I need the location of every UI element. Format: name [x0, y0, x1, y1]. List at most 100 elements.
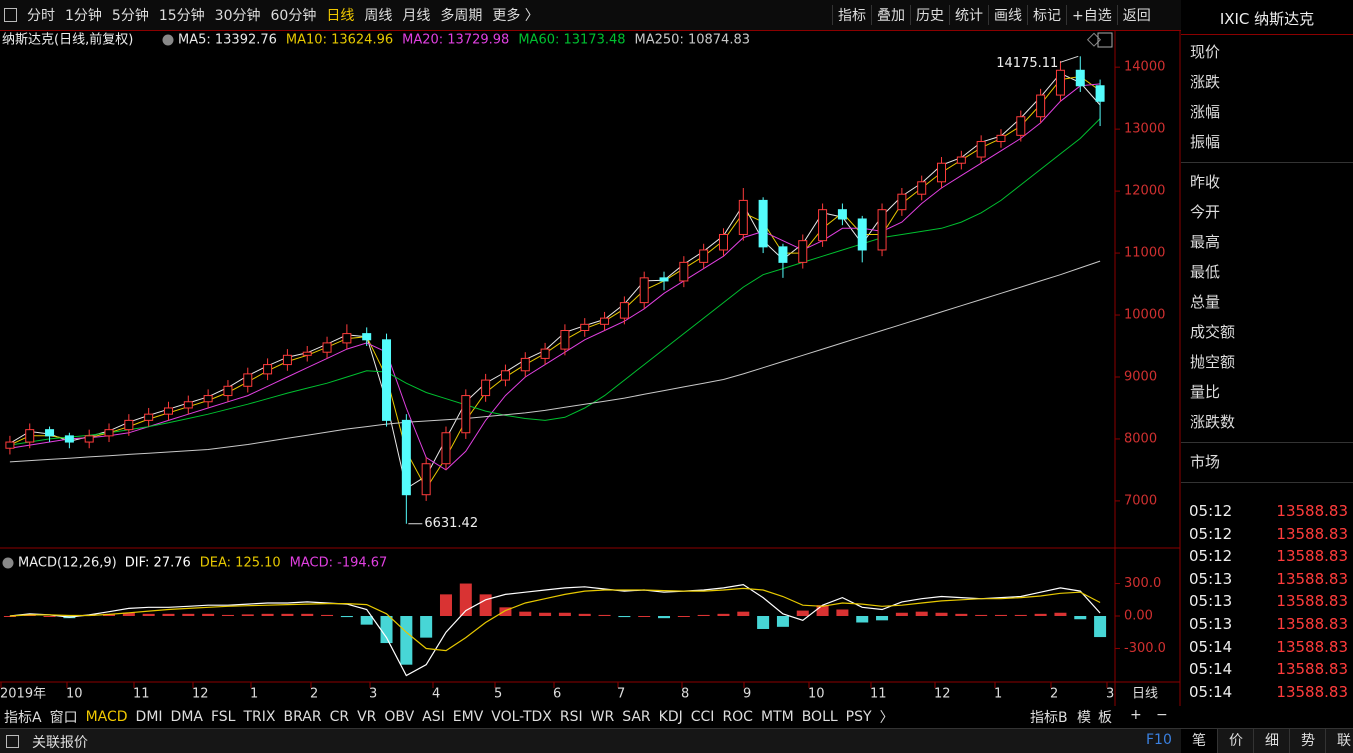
period-tab[interactable]: 分时	[27, 8, 55, 24]
ma-line	[9, 83, 1101, 471]
indicator-tab[interactable]: WR	[590, 709, 615, 725]
candle-body	[659, 277, 669, 282]
indicator-button[interactable]: 板	[1098, 710, 1112, 726]
icon[interactable]	[6, 735, 19, 748]
side-panel: IXIC 纳斯达克 现价 涨跌 涨幅 振幅 昨收 今开 最高 最低 总量 成交额 抛空额 量比 涨跌数 市场…	[1181, 0, 1353, 728]
macd-bar	[321, 614, 334, 616]
indicator-tab[interactable]: RSI	[559, 709, 583, 725]
period-tab[interactable]: 30分钟	[214, 8, 261, 24]
status-bar: 关联报价 F10 笔价细势联	[0, 728, 1353, 753]
indicator-tab[interactable]: OBV	[384, 709, 415, 725]
macd-bar	[955, 613, 968, 616]
indicator-button[interactable]: 模	[1077, 710, 1091, 726]
period-tab[interactable]: 1分钟	[65, 8, 102, 24]
x-tick-label: 9	[743, 687, 751, 702]
toolbar-button[interactable]: 叠加	[871, 5, 910, 25]
x-tick-label: 1	[994, 687, 1002, 702]
icon[interactable]	[4, 8, 17, 22]
macd-bar	[618, 616, 631, 618]
candle-body	[818, 209, 828, 242]
indicator-tab[interactable]: BRAR	[283, 709, 322, 725]
indicator-tab[interactable]: 〉	[879, 710, 894, 726]
candle-body	[917, 181, 927, 195]
candle-body	[322, 342, 332, 353]
x-tick-label: 8	[681, 687, 689, 702]
candle-body	[282, 354, 292, 366]
candle-body	[619, 302, 629, 319]
indicator-button[interactable]: −	[1156, 707, 1168, 723]
indicator-tab[interactable]: VR	[357, 709, 377, 725]
indicator-tab[interactable]: 指标A	[4, 710, 42, 726]
icon[interactable]	[162, 34, 174, 46]
toolbar-button[interactable]: 返回	[1116, 5, 1156, 25]
indicator-tab[interactable]: BOLL	[801, 709, 838, 725]
side-tab[interactable]: 笔	[1181, 729, 1217, 753]
candle-body	[976, 141, 986, 158]
indicator-tab[interactable]: FSL	[210, 709, 236, 725]
indicator-tab[interactable]: SAR	[622, 709, 651, 725]
side-tab[interactable]: 价	[1217, 729, 1254, 753]
period-tab[interactable]: 多周期	[440, 8, 483, 24]
candle-body	[718, 233, 728, 251]
indicator-tab[interactable]: EMV	[452, 709, 484, 725]
candle-body	[738, 199, 748, 235]
indicator-tab[interactable]: CCI	[690, 709, 715, 725]
icon[interactable]	[1086, 32, 1102, 47]
toolbar-button[interactable]: 指标	[832, 5, 871, 25]
f10-button[interactable]: F10	[1146, 732, 1172, 748]
indicator-tab[interactable]: DMA	[170, 709, 203, 725]
y-tick-label: 13000	[1124, 122, 1165, 137]
candle-body	[798, 240, 808, 263]
candle-body	[342, 333, 352, 344]
separator	[1181, 442, 1353, 443]
period-tab[interactable]: 月线	[402, 8, 431, 24]
indicator-tab[interactable]: MACD	[85, 709, 128, 725]
macd-bar	[539, 612, 552, 616]
toolbar-button[interactable]: 标记	[1027, 5, 1066, 25]
toolbar-button[interactable]: 历史	[910, 5, 949, 25]
toolbar-button[interactable]: +自选	[1066, 5, 1117, 25]
candle-body	[1075, 69, 1085, 87]
field-label: 涨跌数	[1190, 413, 1236, 431]
indicator-tab[interactable]: VOL-TDX	[491, 709, 552, 725]
indicator-tab[interactable]: TRIX	[243, 709, 276, 725]
toolbar-button[interactable]: 统计	[949, 5, 988, 25]
macd-bar	[1034, 613, 1047, 616]
status-label[interactable]: 关联报价	[32, 735, 88, 751]
icon[interactable]	[1097, 32, 1113, 48]
period-tab[interactable]: 60分钟	[270, 8, 317, 24]
period-tab[interactable]: 日线	[326, 8, 355, 24]
indicator-tab[interactable]: CR	[329, 709, 350, 725]
indicator-tab[interactable]: ROC	[722, 709, 753, 725]
indicator-tab[interactable]: KDJ	[658, 709, 683, 725]
period-tab[interactable]: 周线	[364, 8, 393, 24]
indicator-tab[interactable]: PSY	[845, 709, 872, 725]
side-tab[interactable]: 细	[1253, 729, 1290, 753]
indicator-tab[interactable]: DMI	[135, 709, 163, 725]
toolbar: 分时 1分钟 5分钟 15分钟 30分钟 60分钟 日线 周线 月线 多周期 更多 〉 指标 叠加 历史…	[0, 0, 1181, 31]
side-tab[interactable]: 势	[1289, 729, 1326, 753]
candle-body	[461, 395, 471, 434]
macd-bar	[658, 616, 671, 619]
toolbar-button[interactable]: 画线	[988, 5, 1027, 25]
indicator-button[interactable]: +	[1130, 707, 1142, 723]
icon[interactable]	[2, 557, 14, 569]
tick-price: 13588.83	[1276, 569, 1348, 588]
period-tab[interactable]: 5分钟	[111, 8, 149, 24]
y-tick-label: 11000	[1124, 246, 1165, 261]
field-label: 昨收	[1190, 173, 1221, 191]
period-tab[interactable]: 更多 〉	[492, 8, 539, 24]
tick-time: 05:12	[1189, 547, 1233, 566]
candle-body	[163, 407, 173, 415]
side-tab[interactable]: 联	[1325, 729, 1353, 753]
indicator-tab[interactable]: MTM	[760, 709, 794, 725]
indicator-button[interactable]: 指标B	[1030, 710, 1068, 726]
candle-body	[1036, 94, 1046, 118]
x-tick-label: 6	[553, 687, 561, 702]
indicator-tab[interactable]: 窗口	[49, 710, 78, 726]
field-label: 抛空额	[1190, 353, 1236, 371]
macd-bar	[281, 613, 294, 616]
indicator-tabs: 指标A 窗口 MACD DMI DMA FSL TRIX BRAR CR VR OBV ASI EMV V…	[0, 706, 1181, 728]
period-tab[interactable]: 15分钟	[158, 8, 205, 24]
indicator-tab[interactable]: ASI	[422, 709, 445, 725]
